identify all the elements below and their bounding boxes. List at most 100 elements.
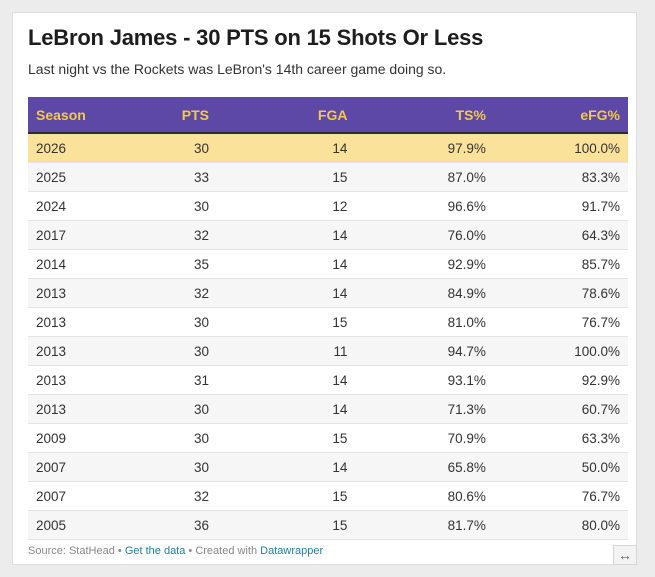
table-cell-pts: 36 (122, 510, 217, 540)
table-cell-pts: 30 (122, 336, 217, 366)
table-cell-pts: 32 (122, 220, 217, 250)
table-row: 2013 31 14 93.1% 92.9% (28, 365, 628, 395)
table-cell-ts: 70.9% (355, 423, 494, 453)
expand-button[interactable]: ↔ (613, 545, 637, 565)
table-cell-ts: 97.9% (355, 133, 494, 163)
table-row: 2025 33 15 87.0% 83.3% (28, 162, 628, 192)
table-cell-ts: 94.7% (355, 336, 494, 366)
table-cell-efg: 83.3% (493, 162, 628, 192)
table-cell-fga: 14 (217, 133, 356, 163)
table-row: 2013 32 14 84.9% 78.6% (28, 278, 628, 308)
footer-source: Source: StatHead (28, 545, 115, 557)
table-cell-efg: 50.0% (493, 452, 628, 482)
table-cell-pts: 30 (122, 307, 217, 337)
table-cell-efg: 91.7% (493, 191, 628, 221)
table-cell-fga: 15 (217, 162, 356, 192)
table-cell-efg: 100.0% (493, 133, 628, 163)
table-row: 2014 35 14 92.9% 85.7% (28, 249, 628, 279)
table-cell-pts: 35 (122, 249, 217, 279)
table-cell-efg: 85.7% (493, 249, 628, 279)
column-header-efg[interactable]: eFG% (493, 97, 628, 134)
table-cell-season: 2013 (28, 278, 123, 308)
table-row: 2009 30 15 70.9% 63.3% (28, 423, 628, 453)
table-cell-efg: 63.3% (493, 423, 628, 453)
table-cell-season: 2014 (28, 249, 123, 279)
table-row: 2007 32 15 80.6% 76.7% (28, 481, 628, 511)
table-cell-pts: 33 (122, 162, 217, 192)
table-cell-ts: 71.3% (355, 394, 494, 424)
column-header-season[interactable]: Season (28, 97, 123, 134)
table-cell-ts: 81.0% (355, 307, 494, 337)
table-cell-fga: 14 (217, 220, 356, 250)
column-header-ts[interactable]: TS% (355, 97, 494, 134)
table-cell-season: 2024 (28, 191, 123, 221)
table-cell-season: 2009 (28, 423, 123, 453)
table-cell-ts: 76.0% (355, 220, 494, 250)
table-cell-season: 2013 (28, 307, 123, 337)
table-cell-season: 2007 (28, 452, 123, 482)
table-cell-fga: 15 (217, 481, 356, 511)
footer-separator: • (114, 545, 125, 557)
table-cell-ts: 93.1% (355, 365, 494, 395)
table-cell-fga: 15 (217, 510, 356, 540)
expand-arrows-icon: ↔ (618, 547, 632, 563)
table-cell-season: 2013 (28, 365, 123, 395)
table-cell-ts: 65.8% (355, 452, 494, 482)
table-cell-efg: 78.6% (493, 278, 628, 308)
table-row: 2026 30 14 97.9% 100.0% (28, 133, 628, 163)
footer-created-with: • Created with (185, 545, 261, 557)
table-cell-pts: 31 (122, 365, 217, 395)
table-row: 2013 30 15 81.0% 76.7% (28, 307, 628, 337)
table-row: 2017 32 14 76.0% 64.3% (28, 220, 628, 250)
table-cell-efg: 92.9% (493, 365, 628, 395)
table-cell-efg: 76.7% (493, 307, 628, 337)
table-cell-ts: 92.9% (355, 249, 494, 279)
table-cell-pts: 30 (122, 133, 217, 163)
table-cell-fga: 14 (217, 365, 356, 395)
table-cell-ts: 87.0% (355, 162, 494, 192)
table-cell-efg: 80.0% (493, 510, 628, 540)
table-cell-pts: 30 (122, 452, 217, 482)
table-cell-season: 2026 (28, 133, 123, 163)
footer: Source: StatHead • Get the data • Create… (28, 545, 323, 557)
table-cell-ts: 96.6% (355, 191, 494, 221)
table-cell-pts: 30 (122, 191, 217, 221)
get-data-link[interactable]: Get the data (124, 545, 186, 557)
table-cell-fga: 11 (217, 336, 356, 366)
table-cell-fga: 14 (217, 452, 356, 482)
table-cell-ts: 81.7% (355, 510, 494, 540)
table-body: 2026 30 14 97.9% 100.0% 2025 33 15 87.0% 83.3% 202… (28, 133, 628, 540)
table-cell-efg: 64.3% (493, 220, 628, 250)
chart-card: LeBron James - 30 PTS on 15 Shots Or Les… (12, 12, 637, 565)
column-header-pts[interactable]: PTS (122, 97, 217, 134)
table-cell-season: 2025 (28, 162, 123, 192)
table-cell-season: 2013 (28, 336, 123, 366)
column-header-fga[interactable]: FGA (217, 97, 356, 134)
table-cell-season: 2005 (28, 510, 123, 540)
table-cell-efg: 100.0% (493, 336, 628, 366)
table-cell-pts: 32 (122, 481, 217, 511)
table-cell-season: 2007 (28, 481, 123, 511)
table-row: 2024 30 12 96.6% 91.7% (28, 191, 628, 221)
table-row: 2013 30 14 71.3% 60.7% (28, 394, 628, 424)
table-cell-pts: 30 (122, 423, 217, 453)
table-cell-ts: 80.6% (355, 481, 494, 511)
chart-title: LeBron James - 30 PTS on 15 Shots Or Les… (28, 25, 484, 50)
table-cell-fga: 14 (217, 249, 356, 279)
table-cell-pts: 30 (122, 394, 217, 424)
table-cell-ts: 84.9% (355, 278, 494, 308)
table-cell-fga: 14 (217, 394, 356, 424)
table-cell-fga: 14 (217, 278, 356, 308)
table-cell-fga: 15 (217, 307, 356, 337)
table-cell-pts: 32 (122, 278, 217, 308)
datawrapper-link[interactable]: Datawrapper (260, 545, 324, 557)
table-cell-fga: 12 (217, 191, 356, 221)
chart-subtitle: Last night vs the Rockets was LeBron's 1… (28, 61, 447, 77)
table-cell-fga: 15 (217, 423, 356, 453)
table-cell-season: 2017 (28, 220, 123, 250)
table-row: 2013 30 11 94.7% 100.0% (28, 336, 628, 366)
table-header-row: Season PTS FGA TS% eFG% (28, 97, 628, 134)
stats-table: Season PTS FGA TS% eFG% 2026 30 14 97.9% 100… (28, 97, 628, 540)
table-cell-efg: 60.7% (493, 394, 628, 424)
table-cell-season: 2013 (28, 394, 123, 424)
